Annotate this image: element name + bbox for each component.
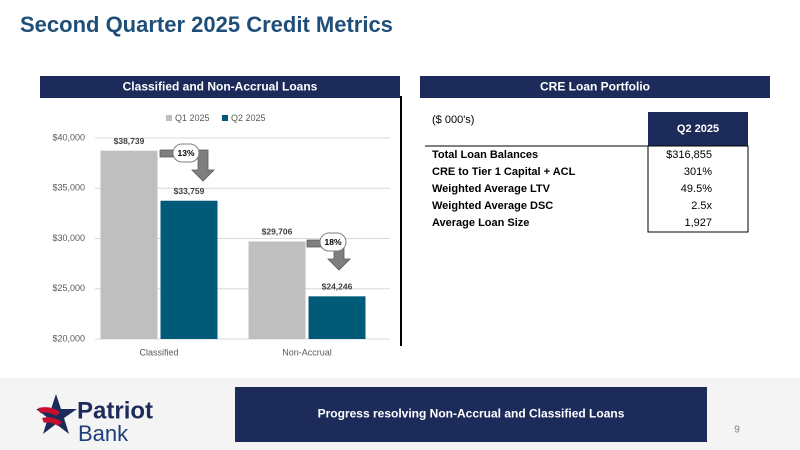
y-tick-label: $40,000	[52, 132, 85, 142]
logo-stripe	[38, 407, 60, 416]
table-column-border	[647, 145, 749, 233]
slide-title: Second Quarter 2025 Credit Metrics	[20, 12, 393, 37]
units: ($ 000's)	[432, 114, 474, 126]
value-label: $33,759	[174, 186, 205, 196]
logo-name: Bank	[78, 421, 129, 446]
row-value: 49.5%	[681, 183, 712, 195]
y-tick-label: $30,000	[52, 233, 85, 243]
legend-label: Q1 2025	[175, 113, 210, 123]
page-number: 9	[734, 425, 740, 436]
legend-swatch	[166, 115, 172, 121]
footer-banner	[235, 387, 707, 442]
right-heading-bar	[420, 76, 770, 98]
table-column-header: Q2 2025	[677, 123, 719, 135]
annotation: 18%	[324, 237, 341, 247]
row-value: 301%	[684, 166, 712, 178]
y-tick-label: $35,000	[52, 183, 85, 193]
legend-swatch	[222, 115, 228, 121]
bar	[160, 200, 218, 339]
footer-banner-text: Progress resolving Non-Accrual and Class…	[318, 407, 625, 421]
x-tick-label: Non-Accrual	[282, 347, 332, 357]
bar	[248, 241, 306, 339]
value-label: $29,706	[262, 227, 293, 237]
annotation-pill	[319, 232, 347, 252]
value-label: $24,246	[322, 282, 353, 292]
y-tick-label: $20,000	[52, 333, 85, 343]
right-heading: CRE Loan Portfolio	[540, 80, 650, 94]
x-tick-label: Classified	[139, 347, 178, 357]
annotation-pill	[172, 143, 200, 163]
row-label: Weighted Average LTV	[432, 183, 551, 195]
row-value: 2.5x	[691, 200, 712, 212]
table-header-cell	[648, 112, 748, 146]
bar	[100, 150, 158, 339]
annotation: 13%	[177, 148, 194, 158]
row-value: 1,927	[684, 217, 712, 229]
left-heading: Classified and Non-Accrual Loans	[123, 80, 318, 94]
row-value: $316,855	[666, 149, 712, 161]
logo-stripe	[42, 417, 62, 426]
row-label: Weighted Average DSC	[432, 200, 553, 212]
row-label: Average Loan Size	[432, 217, 529, 229]
left-heading-bar	[40, 76, 400, 98]
y-tick-label: $25,000	[52, 283, 85, 293]
logo-name: Patriot	[77, 397, 153, 424]
row-label: Total Loan Balances	[432, 149, 538, 161]
value-label: $38,739	[114, 136, 145, 146]
legend-label: Q2 2025	[231, 113, 266, 123]
bar	[308, 296, 366, 339]
row-label: CRE to Tier 1 Capital + ACL	[432, 166, 576, 178]
table-body: Total Loan Balances $316,855 CRE to Tier 1…	[432, 149, 712, 229]
